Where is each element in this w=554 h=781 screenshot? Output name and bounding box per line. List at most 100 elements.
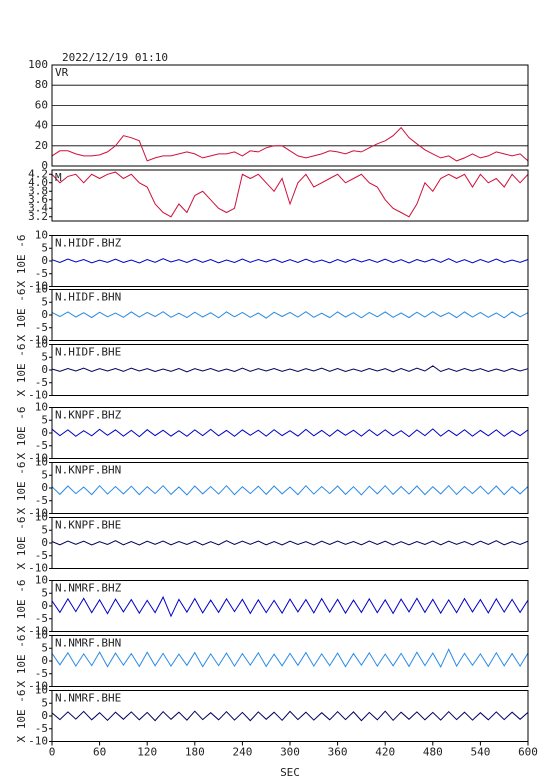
y-tick-label: 80 bbox=[35, 78, 48, 91]
y-tick-label: 5 bbox=[41, 241, 48, 254]
y-tick-label: 10 bbox=[35, 456, 48, 469]
x-tick-label: 600 bbox=[518, 746, 538, 759]
y-tick-label: -5 bbox=[35, 321, 48, 334]
panel-label: VR bbox=[55, 66, 69, 79]
y-tick-label: 10 bbox=[35, 283, 48, 296]
panel-label: N.HIDF.BHN bbox=[55, 291, 121, 304]
trace bbox=[51, 595, 529, 618]
panel-label: N.KNPF.BHE bbox=[55, 519, 121, 532]
y-axis-label: X 10E -6 bbox=[15, 580, 28, 633]
x-tick-label: 300 bbox=[280, 746, 300, 759]
y-tick-label: 0 bbox=[41, 254, 48, 267]
y-axis-label: X 10E -6 bbox=[15, 462, 28, 515]
y-tick-label: 3.6 bbox=[28, 193, 48, 206]
y-tick-label: 4.2 bbox=[28, 167, 48, 180]
y-tick-label: 10 bbox=[35, 401, 48, 414]
trace bbox=[51, 311, 529, 319]
y-tick-label: 60 bbox=[35, 98, 48, 111]
y-axis-label: X 10E -6 bbox=[15, 407, 28, 460]
x-tick-label: 420 bbox=[375, 746, 395, 759]
y-axis-label: X 10E -6 bbox=[15, 517, 28, 570]
x-axis-label: SEC bbox=[280, 766, 300, 779]
y-tick-label: 20 bbox=[35, 139, 48, 152]
panel-frame bbox=[51, 462, 529, 514]
y-tick-label: -10 bbox=[28, 280, 48, 293]
y-axis-label: X 10E -6 bbox=[15, 235, 28, 288]
y-tick-label: -10 bbox=[28, 334, 48, 347]
y-tick-label: 0 bbox=[41, 159, 48, 172]
y-tick-label: -5 bbox=[35, 612, 48, 625]
panel-frame bbox=[51, 580, 529, 632]
y-tick-label: -10 bbox=[28, 680, 48, 693]
y-tick-label: 0 bbox=[41, 481, 48, 494]
panel-frame bbox=[51, 344, 529, 396]
panel-label: N.NMRF.BHE bbox=[55, 692, 121, 705]
panel-frame bbox=[51, 289, 529, 341]
trace bbox=[51, 484, 529, 496]
x-tick-label: 60 bbox=[93, 746, 106, 759]
panel-label: N.KNPF.BHN bbox=[55, 464, 121, 477]
y-tick-label: 0 bbox=[41, 363, 48, 376]
y-tick-label: 0 bbox=[41, 426, 48, 439]
x-tick-label: 480 bbox=[423, 746, 443, 759]
y-tick-label: 0 bbox=[41, 536, 48, 549]
x-tick-label: 180 bbox=[185, 746, 205, 759]
y-tick-label: 5 bbox=[41, 468, 48, 481]
trace bbox=[51, 648, 529, 668]
y-tick-label: 4.0 bbox=[28, 176, 48, 189]
y-tick-label: -5 bbox=[35, 494, 48, 507]
y-axis-label: X 10E -6 bbox=[15, 635, 28, 688]
y-tick-label: -5 bbox=[35, 667, 48, 680]
y-tick-label: 0 bbox=[41, 654, 48, 667]
y-tick-label: 0 bbox=[41, 599, 48, 612]
y-tick-label: -10 bbox=[28, 452, 48, 465]
y-tick-label: 3.4 bbox=[28, 201, 48, 214]
y-tick-label: 5 bbox=[41, 586, 48, 599]
y-tick-label: -5 bbox=[35, 549, 48, 562]
trace bbox=[51, 126, 529, 162]
y-tick-label: 5 bbox=[41, 641, 48, 654]
x-tick-label: 360 bbox=[328, 746, 348, 759]
y-tick-label: 10 bbox=[35, 511, 48, 524]
panel-frame bbox=[51, 635, 529, 687]
panel-label: N.HIDF.BHZ bbox=[55, 237, 122, 250]
y-tick-label: -5 bbox=[35, 722, 48, 735]
y-tick-label: 40 bbox=[35, 119, 48, 132]
panel-label: N.KNPF.BHZ bbox=[55, 409, 122, 422]
trace bbox=[51, 365, 529, 373]
y-tick-label: -10 bbox=[28, 507, 48, 520]
panel-frame bbox=[51, 235, 529, 287]
trace bbox=[51, 710, 529, 722]
panel-frame bbox=[51, 169, 529, 222]
y-tick-label: 10 bbox=[35, 229, 48, 242]
panel-frame bbox=[51, 517, 529, 569]
y-tick-label: 10 bbox=[35, 574, 48, 587]
panel-label: M bbox=[55, 171, 62, 184]
y-axis-label: X 10E -6 bbox=[15, 289, 28, 342]
y-tick-label: 10 bbox=[35, 684, 48, 697]
y-tick-label: -5 bbox=[35, 376, 48, 389]
panel-label: N.NMRF.BHZ bbox=[55, 582, 122, 595]
y-tick-label: 5 bbox=[41, 523, 48, 536]
y-tick-label: 5 bbox=[41, 295, 48, 308]
x-tick-label: 540 bbox=[470, 746, 490, 759]
y-axis-label: X 10E -6 bbox=[15, 690, 28, 743]
y-tick-label: -10 bbox=[28, 562, 48, 575]
y-axis-label: X 10E -6 bbox=[15, 344, 28, 397]
x-tick-label: 0 bbox=[49, 746, 56, 759]
y-tick-label: -10 bbox=[28, 389, 48, 402]
y-tick-label: -5 bbox=[35, 439, 48, 452]
y-tick-label: 3.2 bbox=[28, 210, 48, 223]
y-tick-label: 5 bbox=[41, 350, 48, 363]
trace bbox=[51, 171, 529, 218]
chart-title: 2022/12/19 01:10 bbox=[62, 51, 168, 64]
x-tick-label: 120 bbox=[137, 746, 157, 759]
panel-label: N.NMRF.BHN bbox=[55, 637, 121, 650]
panel-frame bbox=[51, 64, 529, 167]
trace bbox=[51, 258, 529, 264]
y-tick-label: 10 bbox=[35, 338, 48, 351]
trace bbox=[51, 428, 529, 438]
y-tick-label: 5 bbox=[41, 696, 48, 709]
y-tick-label: 5 bbox=[41, 413, 48, 426]
